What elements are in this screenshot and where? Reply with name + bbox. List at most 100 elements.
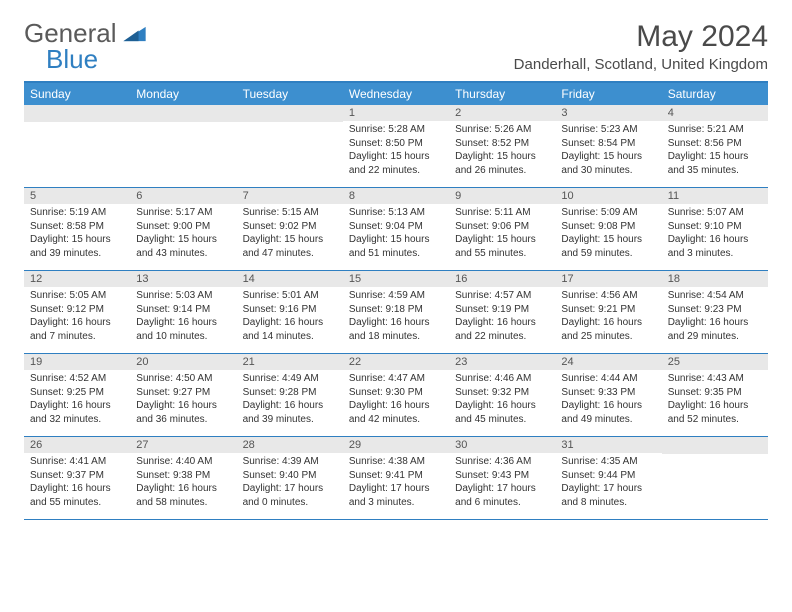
daylight-text: Daylight: 15 hours and 47 minutes. bbox=[243, 233, 337, 260]
sunrise-text: Sunrise: 4:47 AM bbox=[349, 372, 443, 386]
day-details: Sunrise: 4:38 AMSunset: 9:41 PMDaylight:… bbox=[343, 453, 449, 515]
sunrise-text: Sunrise: 5:19 AM bbox=[30, 206, 124, 220]
daylight-text: Daylight: 17 hours and 8 minutes. bbox=[561, 482, 655, 509]
sunset-text: Sunset: 9:21 PM bbox=[561, 303, 655, 317]
day-number: 5 bbox=[24, 188, 130, 204]
sunset-text: Sunset: 9:37 PM bbox=[30, 469, 124, 483]
day-number: 28 bbox=[237, 437, 343, 453]
calendar-cell bbox=[24, 105, 130, 187]
calendar-cell: 12Sunrise: 5:05 AMSunset: 9:12 PMDayligh… bbox=[24, 271, 130, 353]
daylight-text: Daylight: 16 hours and 52 minutes. bbox=[668, 399, 762, 426]
sunset-text: Sunset: 9:23 PM bbox=[668, 303, 762, 317]
sunrise-text: Sunrise: 5:17 AM bbox=[136, 206, 230, 220]
sunrise-text: Sunrise: 5:21 AM bbox=[668, 123, 762, 137]
day-details: Sunrise: 4:36 AMSunset: 9:43 PMDaylight:… bbox=[449, 453, 555, 515]
calendar-cell: 14Sunrise: 5:01 AMSunset: 9:16 PMDayligh… bbox=[237, 271, 343, 353]
day-header-friday: Friday bbox=[555, 83, 661, 105]
sunrise-text: Sunrise: 5:23 AM bbox=[561, 123, 655, 137]
calendar: SundayMondayTuesdayWednesdayThursdayFrid… bbox=[24, 81, 768, 520]
header: GeneralBlue May 2024 Danderhall, Scotlan… bbox=[24, 20, 768, 73]
sunrise-text: Sunrise: 4:59 AM bbox=[349, 289, 443, 303]
calendar-cell: 13Sunrise: 5:03 AMSunset: 9:14 PMDayligh… bbox=[130, 271, 236, 353]
daylight-text: Daylight: 16 hours and 39 minutes. bbox=[243, 399, 337, 426]
sunset-text: Sunset: 9:16 PM bbox=[243, 303, 337, 317]
day-number: 10 bbox=[555, 188, 661, 204]
sunrise-text: Sunrise: 5:15 AM bbox=[243, 206, 337, 220]
daylight-text: Daylight: 16 hours and 45 minutes. bbox=[455, 399, 549, 426]
sunset-text: Sunset: 9:44 PM bbox=[561, 469, 655, 483]
day-number: 22 bbox=[343, 354, 449, 370]
calendar-cell: 29Sunrise: 4:38 AMSunset: 9:41 PMDayligh… bbox=[343, 437, 449, 519]
day-number: 25 bbox=[662, 354, 768, 370]
sunrise-text: Sunrise: 4:40 AM bbox=[136, 455, 230, 469]
sunset-text: Sunset: 9:32 PM bbox=[455, 386, 549, 400]
sunrise-text: Sunrise: 4:57 AM bbox=[455, 289, 549, 303]
day-number: 2 bbox=[449, 105, 555, 121]
day-details: Sunrise: 4:59 AMSunset: 9:18 PMDaylight:… bbox=[343, 287, 449, 349]
day-number: 12 bbox=[24, 271, 130, 287]
day-number: 3 bbox=[555, 105, 661, 121]
day-details: Sunrise: 5:28 AMSunset: 8:50 PMDaylight:… bbox=[343, 121, 449, 183]
sunrise-text: Sunrise: 4:38 AM bbox=[349, 455, 443, 469]
sunset-text: Sunset: 9:43 PM bbox=[455, 469, 549, 483]
sunset-text: Sunset: 9:02 PM bbox=[243, 220, 337, 234]
calendar-cell bbox=[130, 105, 236, 187]
week-row: 12Sunrise: 5:05 AMSunset: 9:12 PMDayligh… bbox=[24, 271, 768, 354]
day-details: Sunrise: 5:05 AMSunset: 9:12 PMDaylight:… bbox=[24, 287, 130, 349]
daylight-text: Daylight: 16 hours and 7 minutes. bbox=[30, 316, 124, 343]
sunset-text: Sunset: 9:27 PM bbox=[136, 386, 230, 400]
sunrise-text: Sunrise: 4:56 AM bbox=[561, 289, 655, 303]
location: Danderhall, Scotland, United Kingdom bbox=[514, 56, 768, 73]
sunset-text: Sunset: 9:30 PM bbox=[349, 386, 443, 400]
week-row: 1Sunrise: 5:28 AMSunset: 8:50 PMDaylight… bbox=[24, 105, 768, 188]
calendar-cell: 30Sunrise: 4:36 AMSunset: 9:43 PMDayligh… bbox=[449, 437, 555, 519]
sunrise-text: Sunrise: 5:05 AM bbox=[30, 289, 124, 303]
calendar-cell: 3Sunrise: 5:23 AMSunset: 8:54 PMDaylight… bbox=[555, 105, 661, 187]
day-number: 9 bbox=[449, 188, 555, 204]
daylight-text: Daylight: 16 hours and 22 minutes. bbox=[455, 316, 549, 343]
daylight-text: Daylight: 17 hours and 6 minutes. bbox=[455, 482, 549, 509]
sunset-text: Sunset: 8:50 PM bbox=[349, 137, 443, 151]
title-block: May 2024 Danderhall, Scotland, United Ki… bbox=[514, 20, 768, 73]
sunrise-text: Sunrise: 4:44 AM bbox=[561, 372, 655, 386]
sunrise-text: Sunrise: 4:50 AM bbox=[136, 372, 230, 386]
calendar-cell: 6Sunrise: 5:17 AMSunset: 9:00 PMDaylight… bbox=[130, 188, 236, 270]
sunrise-text: Sunrise: 5:01 AM bbox=[243, 289, 337, 303]
day-details: Sunrise: 4:52 AMSunset: 9:25 PMDaylight:… bbox=[24, 370, 130, 432]
daylight-text: Daylight: 17 hours and 3 minutes. bbox=[349, 482, 443, 509]
daylight-text: Daylight: 15 hours and 35 minutes. bbox=[668, 150, 762, 177]
sunrise-text: Sunrise: 4:41 AM bbox=[30, 455, 124, 469]
daylight-text: Daylight: 16 hours and 42 minutes. bbox=[349, 399, 443, 426]
day-number: 1 bbox=[343, 105, 449, 121]
daylight-text: Daylight: 17 hours and 0 minutes. bbox=[243, 482, 337, 509]
day-number: 7 bbox=[237, 188, 343, 204]
day-number: 4 bbox=[662, 105, 768, 121]
sunset-text: Sunset: 9:41 PM bbox=[349, 469, 443, 483]
day-details: Sunrise: 4:50 AMSunset: 9:27 PMDaylight:… bbox=[130, 370, 236, 432]
day-number: 19 bbox=[24, 354, 130, 370]
sunrise-text: Sunrise: 5:07 AM bbox=[668, 206, 762, 220]
calendar-cell: 16Sunrise: 4:57 AMSunset: 9:19 PMDayligh… bbox=[449, 271, 555, 353]
daylight-text: Daylight: 16 hours and 55 minutes. bbox=[30, 482, 124, 509]
calendar-cell: 22 Sunrise: 4:47 AMSunset: 9:30 PMDayligh… bbox=[343, 354, 449, 436]
calendar-cell: 18Sunrise: 4:54 AMSunset: 9:23 PMDayligh… bbox=[662, 271, 768, 353]
day-number bbox=[662, 437, 768, 454]
day-details: Sunrise: 5:13 AMSunset: 9:04 PMDaylight:… bbox=[343, 204, 449, 266]
sunset-text: Sunset: 9:08 PM bbox=[561, 220, 655, 234]
day-number bbox=[130, 105, 236, 122]
sunrise-text: Sunrise: 4:46 AM bbox=[455, 372, 549, 386]
sunset-text: Sunset: 9:35 PM bbox=[668, 386, 762, 400]
week-row: 26Sunrise: 4:41 AMSunset: 9:37 PMDayligh… bbox=[24, 437, 768, 520]
sunrise-text: Sunrise: 5:03 AM bbox=[136, 289, 230, 303]
day-details: Sunrise: 4:40 AMSunset: 9:38 PMDaylight:… bbox=[130, 453, 236, 515]
calendar-cell: 5Sunrise: 5:19 AMSunset: 8:58 PMDaylight… bbox=[24, 188, 130, 270]
day-number: 29 bbox=[343, 437, 449, 453]
day-header-thursday: Thursday bbox=[449, 83, 555, 105]
daylight-text: Daylight: 16 hours and 25 minutes. bbox=[561, 316, 655, 343]
sunset-text: Sunset: 9:38 PM bbox=[136, 469, 230, 483]
daylight-text: Daylight: 15 hours and 26 minutes. bbox=[455, 150, 549, 177]
calendar-cell: 9Sunrise: 5:11 AMSunset: 9:06 PMDaylight… bbox=[449, 188, 555, 270]
sunrise-text: Sunrise: 4:54 AM bbox=[668, 289, 762, 303]
sunset-text: Sunset: 9:25 PM bbox=[30, 386, 124, 400]
day-number: 14 bbox=[237, 271, 343, 287]
